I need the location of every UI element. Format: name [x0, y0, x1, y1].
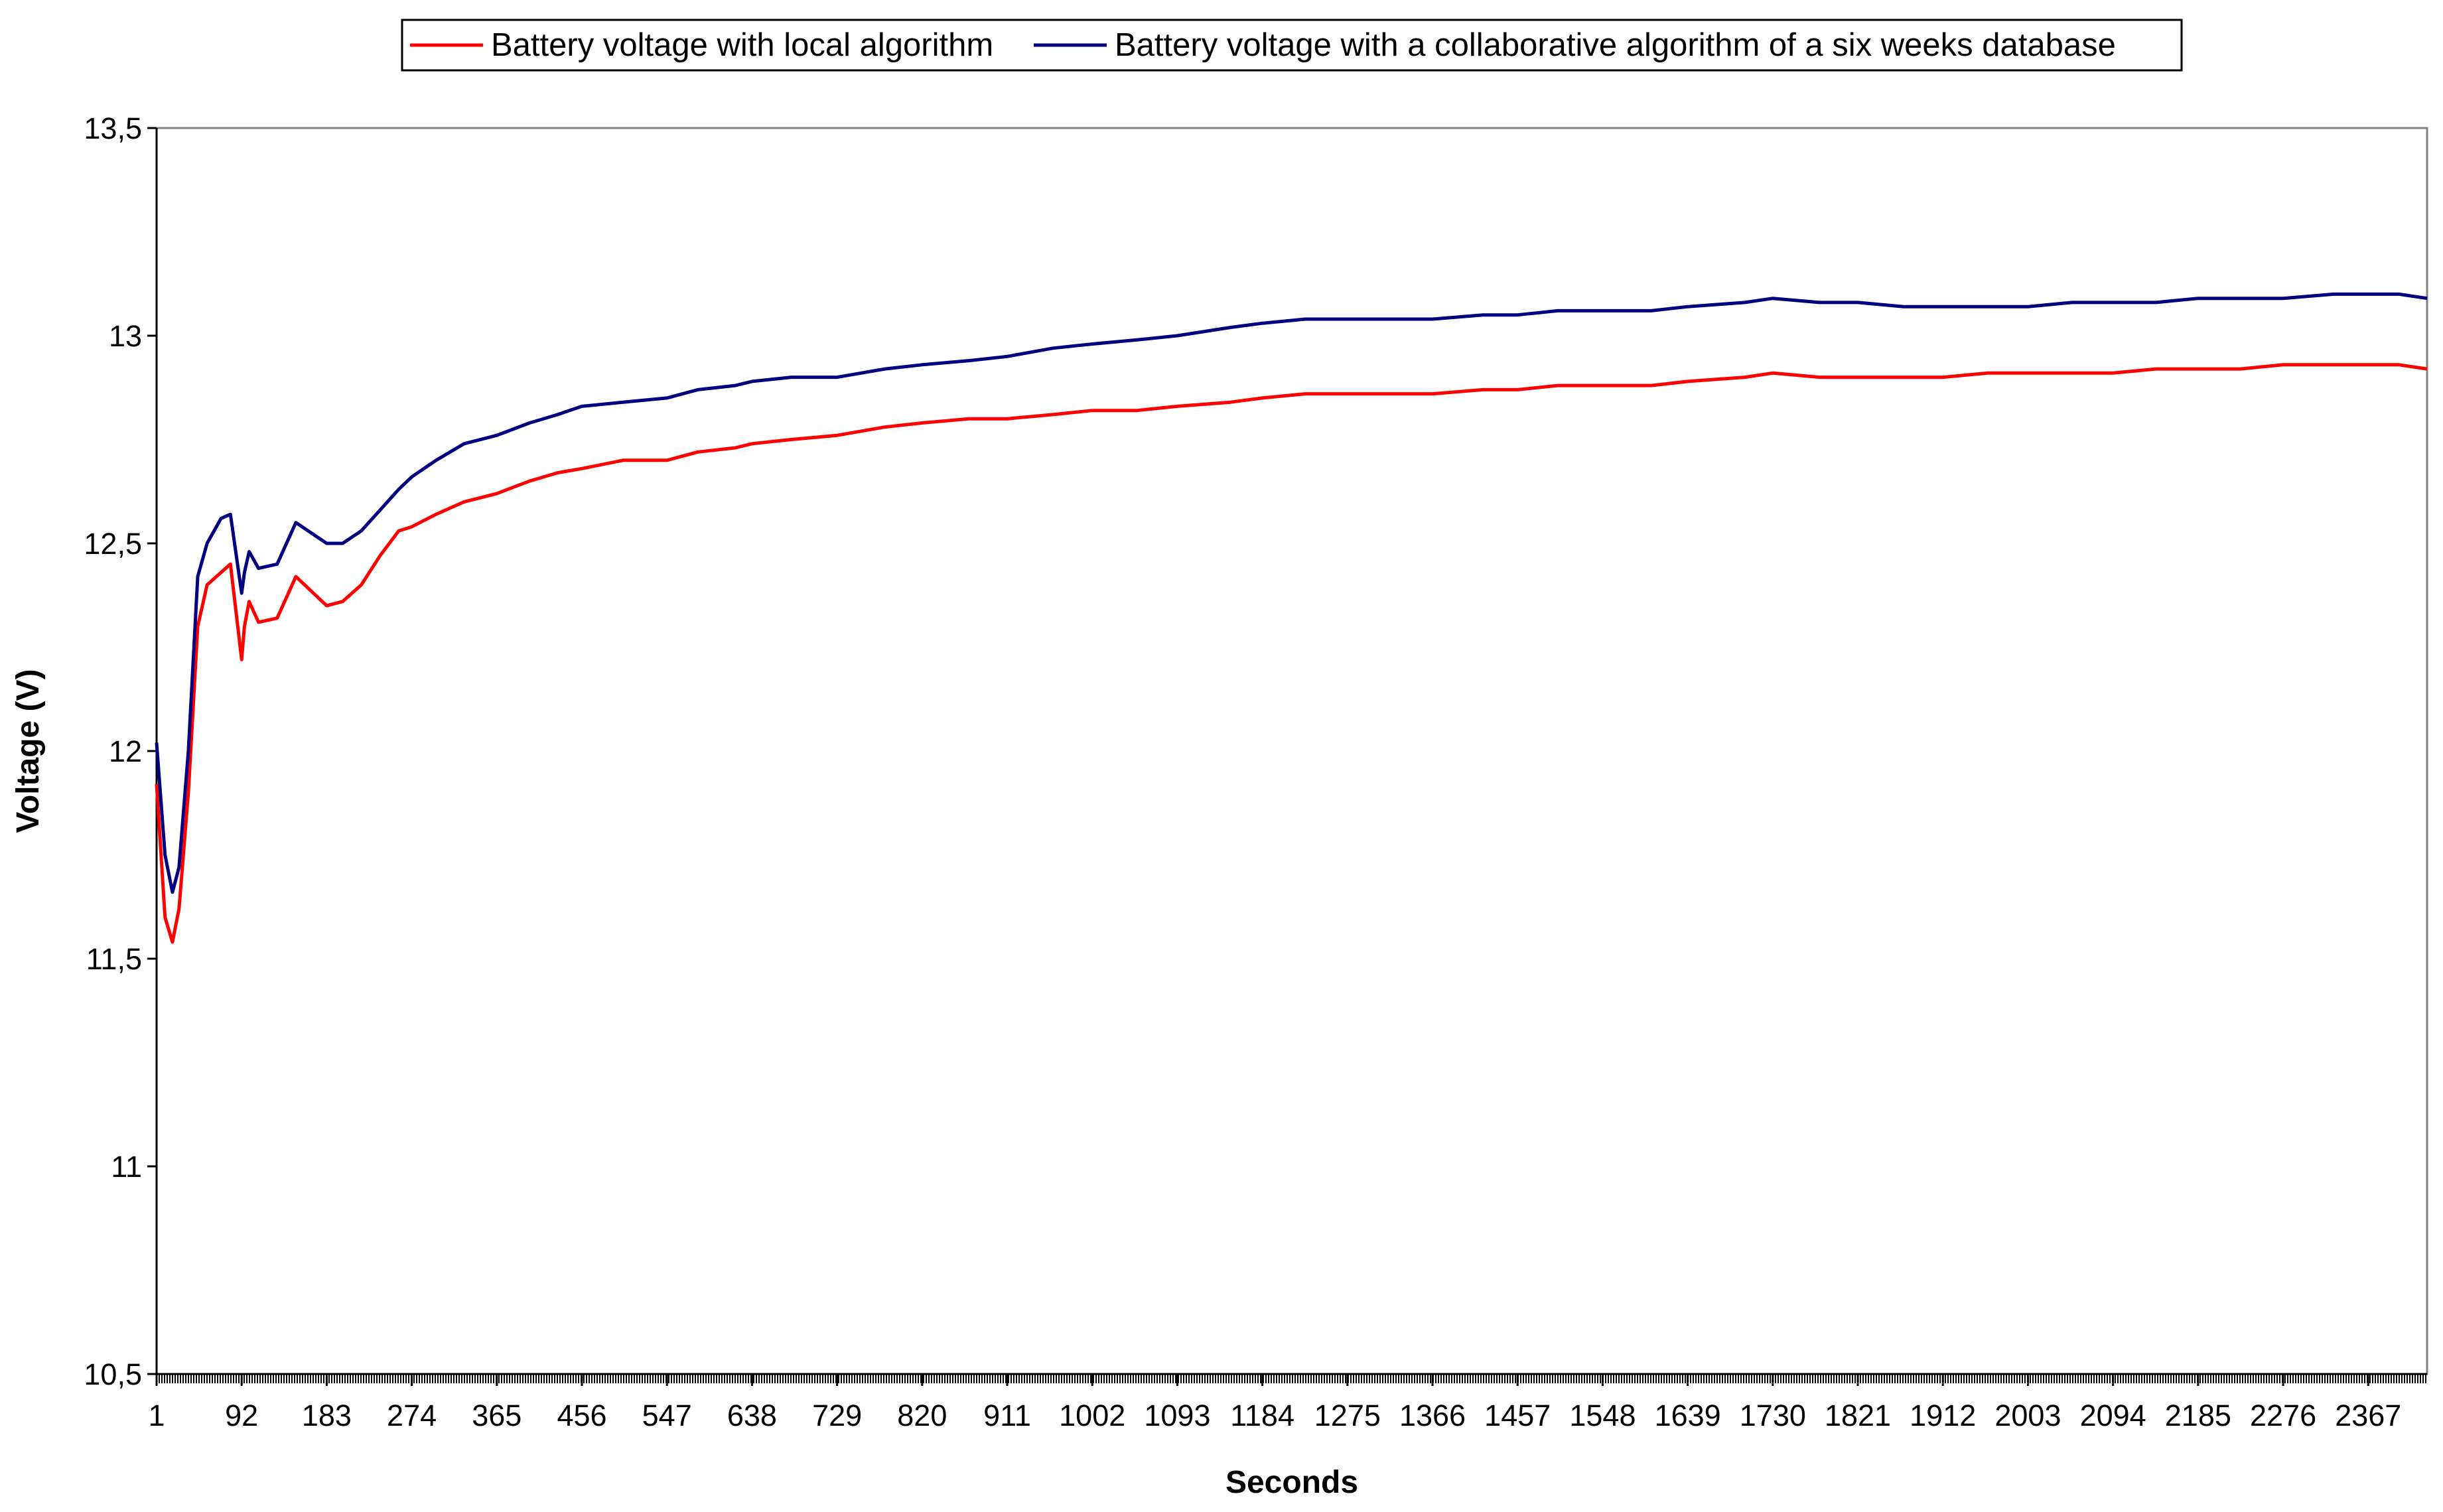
y-axis-title: Voltage (V) — [11, 669, 46, 833]
x-axis-title: Seconds — [1225, 1465, 1358, 1500]
x-tick-label: 1639 — [1655, 1399, 1721, 1432]
x-tick-label: 365 — [472, 1399, 522, 1432]
y-tick-label: 11 — [111, 1150, 142, 1184]
x-tick-label: 2276 — [2250, 1399, 2316, 1432]
y-tick-label: 11,5 — [86, 942, 142, 976]
x-tick-label: 1730 — [1740, 1399, 1806, 1432]
y-tick-label: 13 — [109, 319, 142, 353]
series-line-local-algorithm — [155, 363, 2428, 944]
x-tick-label: 1912 — [1910, 1399, 1976, 1432]
plot-area — [155, 127, 2428, 1375]
x-tick-label: 820 — [897, 1399, 947, 1432]
legend-box — [401, 19, 2183, 72]
x-tick-label: 1275 — [1314, 1399, 1381, 1432]
legend-label-local: Battery voltage with local algorithm — [491, 27, 993, 63]
y-tick-label: 10,5 — [84, 1357, 142, 1391]
x-tick-label: 92 — [225, 1399, 258, 1432]
x-tick-label: 729 — [812, 1399, 862, 1432]
x-tick-label: 2367 — [2335, 1399, 2401, 1432]
x-tick-label: 547 — [642, 1399, 692, 1432]
y-tick-label: 12,5 — [84, 527, 142, 561]
x-tick-label: 911 — [983, 1399, 1031, 1432]
x-tick-label: 1093 — [1144, 1399, 1210, 1432]
x-tick-label: 2094 — [2080, 1399, 2146, 1432]
x-tick-label: 2003 — [1994, 1399, 2061, 1432]
y-tick-label: 12 — [109, 734, 142, 768]
x-tick-label: 1002 — [1059, 1399, 1125, 1432]
x-tick-label: 1457 — [1484, 1399, 1551, 1432]
x-tick-label: 1821 — [1825, 1399, 1891, 1432]
series-layer — [155, 292, 2428, 944]
x-tick-label: 638 — [727, 1399, 777, 1432]
legend-label-collaborative: Battery voltage with a collaborative alg… — [1115, 27, 2116, 63]
x-tick-label: 1184 — [1230, 1399, 1294, 1432]
series-line-collaborative-algorithm — [155, 292, 2428, 894]
x-axis-ticks: 1 92 183 274 365 456 547 638 729 820 911 1002 1093 11… — [148, 1374, 2401, 1432]
x-tick-label: 1548 — [1569, 1399, 1636, 1432]
y-axis-ticks: 10,5 11 11,5 12 12,5 13 13,5 — [84, 111, 157, 1391]
y-tick-label: 13,5 — [84, 111, 142, 145]
x-tick-label: 1366 — [1399, 1399, 1466, 1432]
x-tick-label: 1 — [148, 1399, 165, 1432]
x-tick-label: 456 — [557, 1399, 606, 1432]
x-tick-label: 274 — [387, 1399, 437, 1432]
x-tick-label: 183 — [302, 1399, 352, 1432]
x-tick-label: 2185 — [2165, 1399, 2231, 1432]
legend: Battery voltage with local algorithm Bat… — [401, 19, 2183, 72]
